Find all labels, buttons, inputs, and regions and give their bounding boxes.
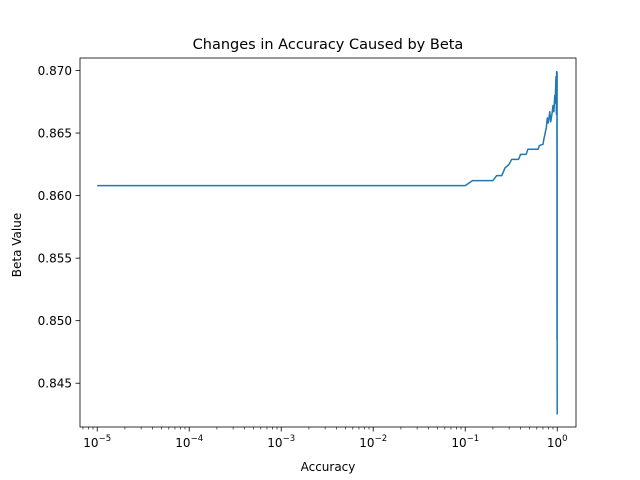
x-tick-label: 10−2	[359, 434, 387, 450]
y-axis: 0.845 0.850 0.855 0.860 0.865 0.870	[38, 64, 80, 391]
y-tick-label: 0.865	[38, 127, 72, 141]
x-axis-label: Accuracy	[301, 460, 356, 474]
x-tick-label: 100	[547, 434, 568, 450]
y-tick-label: 0.855	[38, 252, 72, 266]
y-tick-label: 0.845	[38, 377, 72, 391]
x-axis: 10−5 10−4 10−3 10−2 10−1 100	[82, 427, 568, 450]
axes-frame	[79, 57, 577, 428]
y-tick-label: 0.860	[38, 189, 72, 203]
y-tick-label: 0.870	[38, 64, 72, 78]
x-tick-label: 10−1	[451, 434, 479, 450]
y-tick-label: 0.850	[38, 314, 72, 328]
y-axis-label: Beta Value	[10, 213, 24, 277]
x-tick-label: 10−4	[175, 434, 203, 450]
x-tick-label: 10−5	[83, 434, 111, 450]
x-tick-label: 10−3	[267, 434, 295, 450]
plot-area	[79, 57, 577, 428]
series-line-0	[97, 71, 558, 415]
chart-title: Changes in Accuracy Caused by Beta	[193, 37, 464, 53]
